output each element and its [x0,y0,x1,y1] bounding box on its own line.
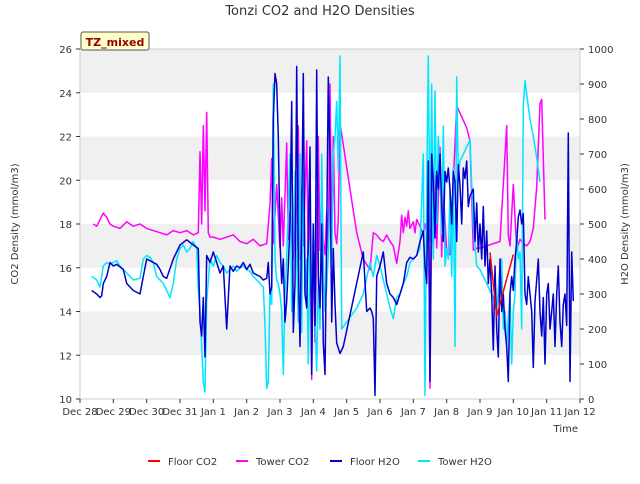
chart-title: Tonzi CO2 and H2O Densities [224,4,415,19]
right-tick-label: 100 [588,360,607,371]
series-layer [91,55,575,397]
floor-co2-line [489,252,515,317]
right-tick-label: 900 [588,80,607,91]
left-tick-label: 18 [59,220,72,231]
right-axis: 0 100 200 300 400 500 600 700 800 900 1000 [580,45,613,406]
left-tick-label: 26 [59,45,72,56]
right-tick-label: 400 [588,255,607,266]
left-tick-label: 20 [59,176,72,187]
site-badge-label: TZ_mixed [86,36,145,49]
x-tick-label: Jan 2 [233,407,259,418]
legend-label: Floor H2O [350,457,400,468]
right-tick-label: 500 [588,220,607,231]
site-badge: TZ_mixed [80,31,150,51]
x-tick-label: Jan 4 [300,407,326,418]
left-tick-label: 10 [59,395,72,406]
x-tick-label: Jan 1 [200,407,226,418]
right-axis-label: H2O Density (mmol/m3) [620,163,631,285]
left-axis: 10 12 14 16 18 20 22 24 26 [59,45,80,406]
legend-label: Floor CO2 [168,457,217,468]
x-tick-label: Jan 9 [467,407,493,418]
right-tick-label: 600 [588,185,607,196]
right-tick-label: 0 [588,395,594,406]
left-tick-label: 24 [59,89,72,100]
left-axis-label: CO2 Density (mmol/m3) [10,163,21,284]
x-tick-label: Jan 6 [367,407,393,418]
legend: Floor CO2 Tower CO2 Floor H2O Tower H2O [148,457,492,468]
x-tick-label: Jan 3 [267,407,293,418]
x-tick-label: Dec 30 [129,407,164,418]
tower-co2-line [92,83,546,389]
x-tick-label: Dec 31 [162,407,197,418]
right-tick-label: 200 [588,325,607,336]
legend-label: Tower CO2 [255,457,309,468]
left-tick-label: 12 [59,351,72,362]
x-tick-label: Jan 10 [497,407,529,418]
x-tick-label: Jan 11 [530,407,562,418]
x-tick-label: Dec 28 [62,407,97,418]
left-tick-label: 16 [59,264,72,275]
floor-h2o-line [91,65,575,397]
left-tick-label: 22 [59,133,72,144]
x-tick-label: Jan 7 [400,407,426,418]
right-tick-label: 700 [588,150,607,161]
x-tick-label: Jan 5 [333,407,359,418]
x-tick-label: Jan 12 [563,407,595,418]
x-tick-label: Jan 8 [433,407,459,418]
x-axis-label: Time [553,424,578,435]
legend-label: Tower H2O [437,457,492,468]
right-tick-label: 1000 [588,45,613,56]
left-tick-label: 14 [59,308,72,319]
right-tick-label: 800 [588,115,607,126]
right-tick-label: 300 [588,290,607,301]
x-tick-label: Dec 29 [96,407,131,418]
